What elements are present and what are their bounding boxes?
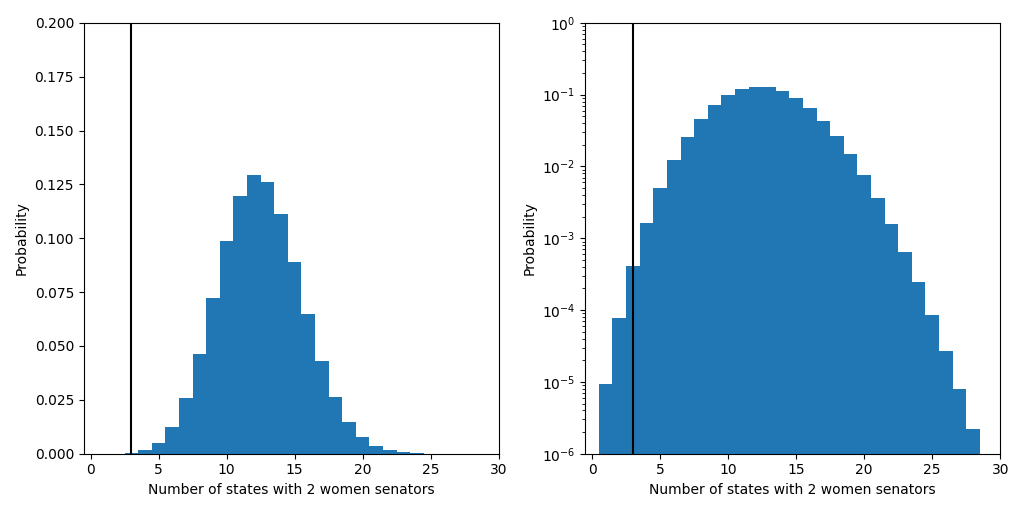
Bar <box>138 450 152 454</box>
Bar <box>626 266 640 512</box>
Y-axis label: Probability: Probability <box>15 201 29 275</box>
Y-axis label: Probability: Probability <box>522 201 537 275</box>
Bar <box>830 136 844 512</box>
Bar <box>315 360 329 454</box>
Bar <box>952 389 967 512</box>
Bar <box>220 242 233 454</box>
Bar <box>329 397 342 454</box>
Bar <box>247 175 261 454</box>
Bar <box>816 121 830 512</box>
Bar <box>356 437 370 454</box>
Bar <box>383 450 396 454</box>
Bar <box>274 215 288 454</box>
Bar <box>193 354 206 454</box>
Bar <box>125 453 138 454</box>
Bar <box>612 318 626 512</box>
Bar <box>898 252 911 512</box>
Bar <box>871 198 885 512</box>
Bar <box>206 298 220 454</box>
Bar <box>790 98 803 512</box>
Bar <box>179 398 193 454</box>
Bar <box>885 224 898 512</box>
Bar <box>288 262 301 454</box>
X-axis label: Number of states with 2 women senators: Number of states with 2 women senators <box>147 483 434 497</box>
X-axis label: Number of states with 2 women senators: Number of states with 2 women senators <box>649 483 936 497</box>
Bar <box>586 472 599 512</box>
Bar <box>844 154 857 512</box>
Bar <box>803 108 816 512</box>
Bar <box>939 351 952 512</box>
Bar <box>599 383 612 512</box>
Bar <box>735 89 749 512</box>
Bar <box>749 87 762 512</box>
Bar <box>857 175 871 512</box>
Bar <box>233 197 247 454</box>
Bar <box>166 427 179 454</box>
Bar <box>762 88 776 512</box>
Bar <box>667 160 681 512</box>
Bar <box>411 453 424 454</box>
Bar <box>261 182 274 454</box>
Bar <box>708 105 721 512</box>
Bar <box>681 137 694 512</box>
Bar <box>694 119 708 512</box>
Bar <box>396 452 411 454</box>
Bar <box>370 446 383 454</box>
Bar <box>980 472 993 512</box>
Bar <box>152 443 166 454</box>
Bar <box>640 223 653 512</box>
Bar <box>967 429 980 512</box>
Bar <box>776 91 790 512</box>
Bar <box>342 422 356 454</box>
Bar <box>926 315 939 512</box>
Bar <box>301 314 315 454</box>
Bar <box>721 95 735 512</box>
Bar <box>653 188 667 512</box>
Bar <box>911 282 926 512</box>
